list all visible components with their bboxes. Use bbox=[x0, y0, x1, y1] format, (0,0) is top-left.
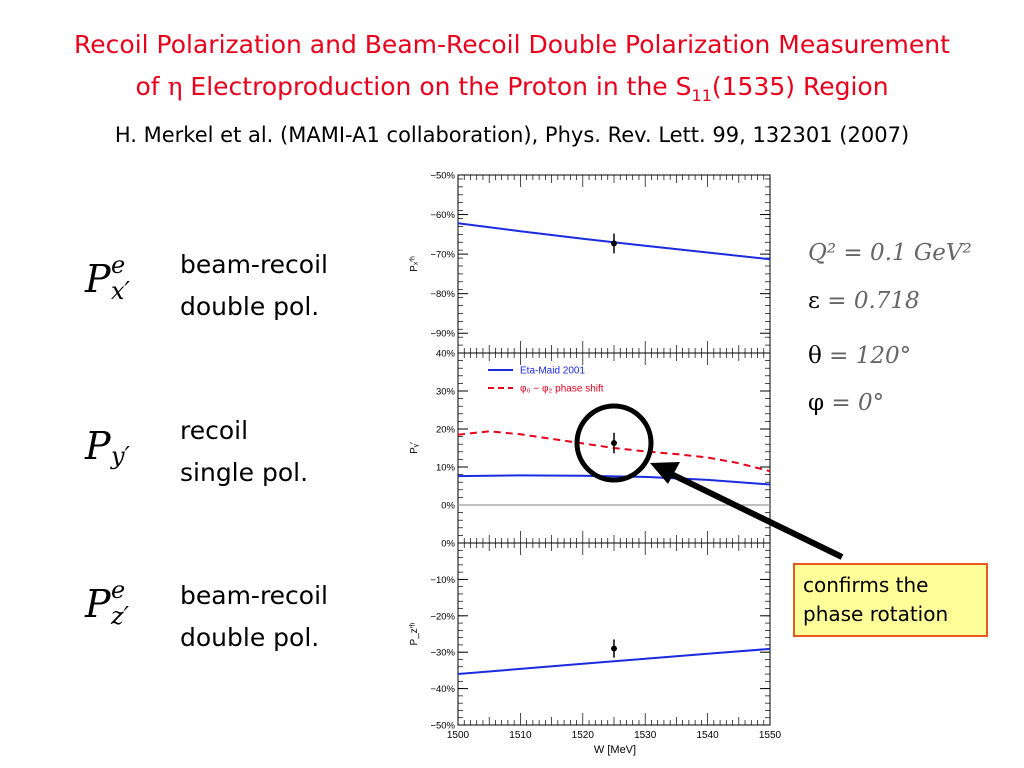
y-axis-label: Pₓ′ʰ bbox=[409, 256, 420, 272]
y-tick-label: −80% bbox=[430, 289, 455, 300]
data-point bbox=[611, 240, 617, 247]
panel-3: 0% −10% −20% −30% −40% −50% P_z′ʰ bbox=[409, 539, 771, 732]
y-tick-label: −10% bbox=[430, 575, 455, 586]
y-tick-label: −70% bbox=[430, 250, 455, 261]
x-tick-label: 1500 bbox=[447, 730, 470, 741]
legend-label: φ₀ − φ₂ phase shift bbox=[520, 384, 604, 395]
legend-label: Eta-Maid 2001 bbox=[520, 366, 585, 377]
y-tick-label: −50% bbox=[430, 721, 455, 732]
data-point bbox=[611, 645, 617, 652]
x-tick-label: 1510 bbox=[509, 730, 532, 741]
panel-2: 40% 30% 20% 10% 0% Pᵧ′ Eta-Maid 2001 φ₀ − φ₂ ph… bbox=[409, 349, 771, 544]
condition-epsilon: ε = 0.718 bbox=[808, 288, 920, 314]
y-tick-label: −50% bbox=[430, 171, 455, 182]
title-line-2: of η Electroproduction on the Proton in … bbox=[135, 72, 889, 105]
reference-citation: H. Merkel et al. (MAMI-A1 collaboration)… bbox=[114, 123, 910, 147]
y-tick-label: 40% bbox=[436, 349, 456, 360]
condition-theta: θ = 120° bbox=[808, 343, 912, 369]
x-tick-label: 1530 bbox=[634, 730, 657, 741]
condition-q2: Q² = 0.1 GeV² bbox=[808, 240, 972, 266]
y-axis-label: P_z′ʰ bbox=[409, 622, 420, 645]
y-tick-label: −60% bbox=[430, 210, 455, 221]
callout-arrow bbox=[663, 468, 844, 560]
eta-maid-curve bbox=[457, 647, 771, 675]
panel-1: −50% −60% −70% −80% −90% Pₓ′ʰ bbox=[409, 171, 771, 354]
arrow-head-icon bbox=[650, 462, 680, 484]
condition-phi: φ = 0° bbox=[808, 390, 885, 416]
x-tick-label: 1540 bbox=[696, 730, 719, 741]
x-axis-label: W [MeV] bbox=[594, 744, 636, 756]
y-tick-label: 0% bbox=[441, 539, 455, 550]
eta-symbol: η bbox=[167, 72, 183, 101]
polarization-chart: −50% −60% −70% −80% −90% Pₓ′ʰ 40% 30% 20% 10% 0% Pᵧ… bbox=[409, 171, 782, 757]
y-tick-label: −40% bbox=[430, 684, 455, 695]
title-line-1: Recoil Polarization and Beam-Recoil Doub… bbox=[74, 30, 950, 59]
x-tick-label: 1550 bbox=[759, 730, 782, 741]
eta-maid-curve bbox=[457, 474, 771, 486]
callout-box: confirms the phase rotation bbox=[793, 563, 988, 637]
desc-px: beam-recoil double pol. bbox=[180, 250, 328, 321]
y-axis-label: Pᵧ′ bbox=[409, 442, 420, 454]
y-tick-label: −30% bbox=[430, 648, 455, 659]
y-tick-label: 30% bbox=[436, 387, 456, 398]
highlight-circle bbox=[574, 403, 654, 483]
data-point bbox=[611, 440, 617, 447]
y-tick-label: −90% bbox=[430, 329, 455, 340]
desc-pz: beam-recoil double pol. bbox=[180, 581, 328, 652]
y-tick-label: 0% bbox=[441, 501, 455, 512]
x-axis: 1500 1510 1520 1530 1540 1550 W [MeV] bbox=[447, 730, 782, 756]
y-tick-label: 10% bbox=[436, 463, 456, 474]
desc-py: recoil single pol. bbox=[180, 416, 309, 487]
y-tick-label: 20% bbox=[436, 425, 456, 436]
x-tick-label: 1520 bbox=[572, 730, 595, 741]
y-tick-label: −20% bbox=[430, 611, 455, 622]
